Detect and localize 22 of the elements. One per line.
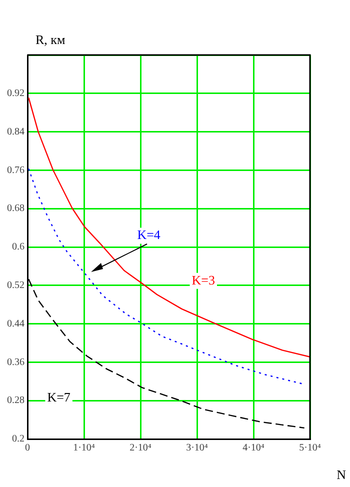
y-tick-label: 0.68 xyxy=(7,203,24,214)
y-tick-label: 0.28 xyxy=(7,395,24,406)
text: K=4 xyxy=(137,227,161,242)
y-axis-title: R, км xyxy=(36,32,66,47)
y-tick-label: 0.52 xyxy=(7,280,24,292)
y-tick-label: 0.76 xyxy=(7,164,24,176)
x-tick-label: 5·10⁴ xyxy=(299,442,322,454)
y-tick-label: 0.84 xyxy=(7,126,24,138)
x-tick-label: 3·10⁴ xyxy=(186,442,208,454)
y-tick-label: 0.6 xyxy=(12,242,24,253)
x-tick-label: 4·10⁴ xyxy=(242,442,265,454)
x-tick-label: 0 xyxy=(25,442,30,454)
y-tick-label: 0.2 xyxy=(12,434,24,445)
x-tick-label: 1·10⁴ xyxy=(73,442,96,454)
series-label: K=3 xyxy=(192,272,215,288)
x-axis-title: N xyxy=(336,466,347,482)
text: K=7 xyxy=(47,389,71,404)
line-series xyxy=(28,168,305,385)
y-tick-label: 0.36 xyxy=(7,356,24,368)
y-tick-label: 0.44 xyxy=(7,318,24,330)
y-tick-label: 0.92 xyxy=(7,88,24,100)
x-tick-label: 2·10⁴ xyxy=(130,442,152,454)
